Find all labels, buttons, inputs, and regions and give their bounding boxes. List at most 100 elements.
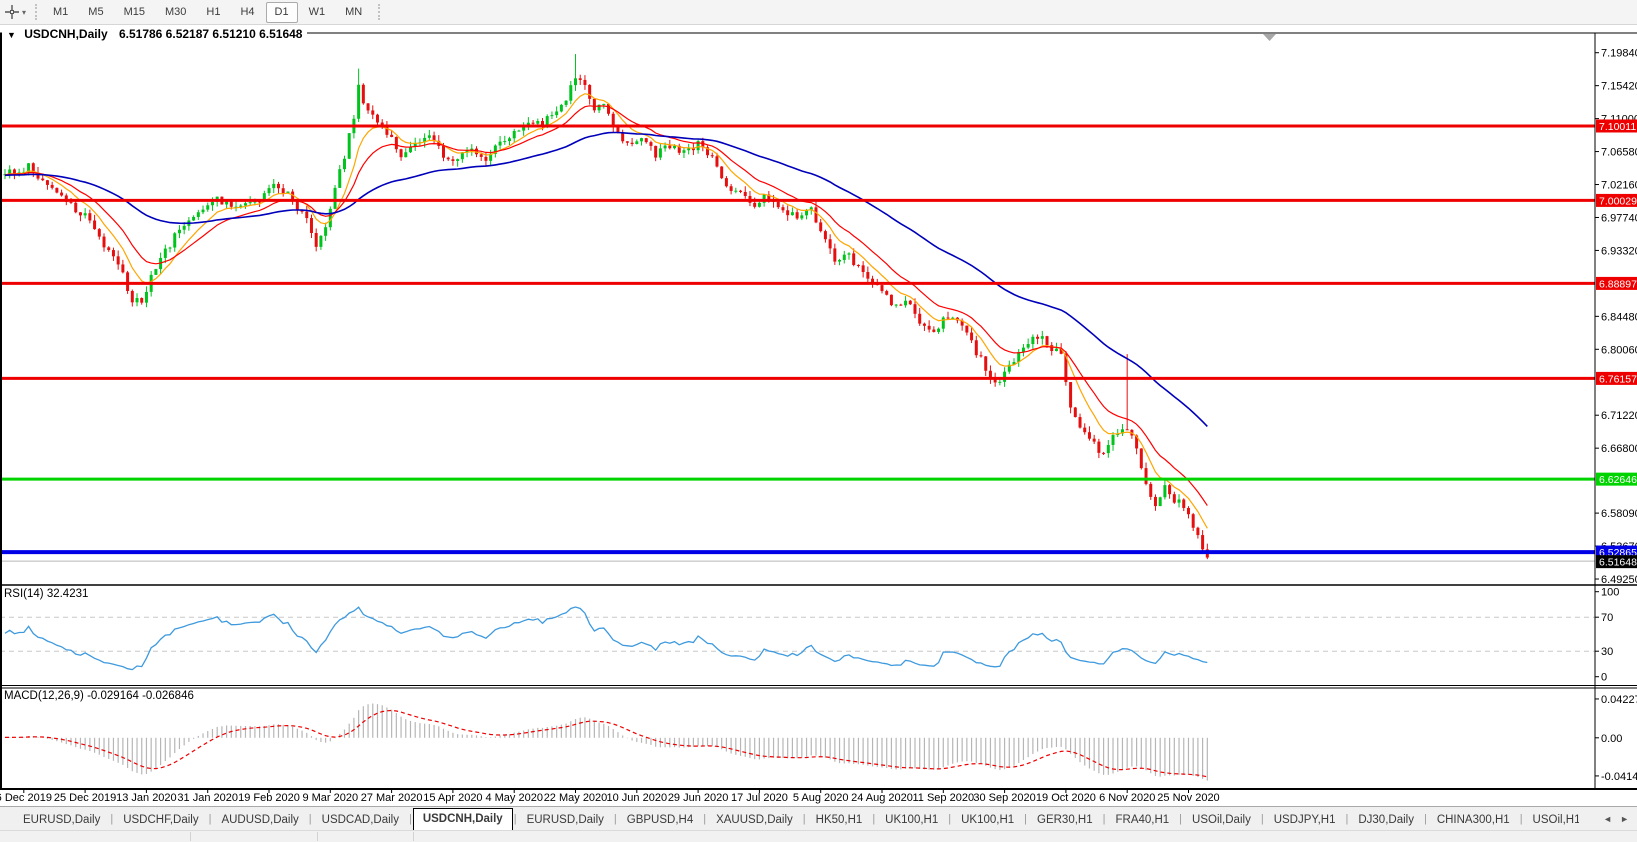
candle-body [993, 378, 997, 383]
tab-eurusd-daily[interactable]: EURUSD,Daily [23, 814, 101, 826]
price-tick-label: 6.66800 [1601, 443, 1637, 455]
timeframe-button-m30[interactable]: M30 [164, 6, 187, 18]
time-axis[interactable]: 6 Dec 2019 25 Dec 2019 13 Jan 2020 31 Jan 2… [0, 789, 1220, 804]
main-price-pane[interactable] [0, 54, 1595, 562]
tab-fra40-h1[interactable]: FRA40,H1 [1115, 814, 1170, 826]
candle-body [786, 210, 790, 216]
candle-body [192, 216, 196, 221]
candle-body [668, 145, 672, 149]
candle-body [602, 103, 606, 105]
candle-body [564, 100, 568, 105]
candle-body [522, 126, 526, 131]
toolbar-dropdown-caret[interactable]: ▾ [22, 7, 27, 17]
tab-uk100-h1[interactable]: UK100,H1 [885, 814, 939, 826]
candle-body [423, 137, 427, 143]
crosshair-icon[interactable] [3, 3, 21, 21]
candle-body [1139, 448, 1143, 469]
symbol-dropdown-caret[interactable]: ▼ [7, 30, 16, 40]
rsi-pane[interactable] [0, 606, 1595, 671]
price-axis[interactable]: 7.198407.154207.110007.065807.021606.977… [1595, 48, 1637, 783]
candle-body [427, 135, 431, 138]
chart-canvas[interactable]: 7.198407.154207.110007.065807.021606.977… [0, 26, 1637, 806]
date-tick-label: 30 Sep 2020 [973, 792, 1035, 804]
timeframe-button-m1[interactable]: M1 [53, 6, 69, 18]
date-tick-label: 11 Sep 2020 [913, 792, 975, 804]
candle-body [338, 169, 342, 188]
timeframe-button-w1[interactable]: W1 [308, 6, 326, 18]
candle-body [272, 183, 276, 189]
candle-body [630, 142, 634, 145]
tab-separator: | [110, 813, 114, 825]
candle-body [380, 122, 384, 126]
timeframe-button-d1[interactable]: D1 [265, 1, 298, 23]
candle-body [225, 201, 229, 205]
tab-eurusd-daily[interactable]: EURUSD,Daily [526, 814, 604, 826]
timeframe-button-m5[interactable]: M5 [88, 6, 104, 18]
candle-body [291, 191, 295, 202]
timeframe-button-h1[interactable]: H1 [206, 6, 221, 18]
tab-usdchf-daily[interactable]: USDCHF,Daily [123, 814, 199, 826]
candle-body [682, 150, 686, 153]
price-level-badge [1596, 193, 1637, 207]
candle-body [965, 325, 969, 333]
tab-usoil-daily[interactable]: USOil,Daily [1192, 814, 1251, 826]
tab-xauusd-daily[interactable]: XAUUSD,Daily [716, 814, 793, 826]
tab-usoil-h1[interactable]: USOil,H1 [1532, 814, 1579, 826]
tab-audusd-daily[interactable]: AUDUSD,Daily [221, 814, 299, 826]
candle-body [842, 254, 846, 260]
tab-separator: | [1179, 813, 1183, 825]
tab-usdcnh-daily[interactable]: USDCNH,Daily [412, 808, 513, 830]
timeframe-button-h4[interactable]: H4 [240, 6, 255, 18]
candle-body [333, 187, 337, 209]
timeframe-button-m15[interactable]: M15 [123, 6, 145, 18]
macd-pane[interactable] [4, 703, 1208, 781]
tab-separator: | [948, 813, 952, 825]
chart-shift-marker-icon[interactable] [1263, 34, 1276, 41]
tab-hk50-h1[interactable]: HK50,H1 [815, 814, 863, 826]
tab-ger30-h1[interactable]: GER30,H1 [1037, 814, 1093, 826]
tab-separator: | [1102, 813, 1106, 825]
tab-scroll-right-icon[interactable]: ► [1620, 813, 1629, 824]
candle-body [597, 104, 601, 111]
candle-body [404, 152, 408, 158]
candle-body [177, 229, 181, 234]
candle-body [555, 111, 559, 116]
macd-histogram [4, 703, 1208, 781]
tab-gbpusd-h4[interactable]: GBPUSD,H4 [626, 814, 694, 826]
tab-usdjpy-h1[interactable]: USDJPY,H1 [1273, 814, 1336, 826]
price-tick-label: 7.15420 [1601, 81, 1637, 93]
candle-body [1069, 382, 1073, 408]
tab-dj30-daily[interactable]: DJ30,Daily [1358, 814, 1414, 826]
rsi-tick-label: 100 [1601, 587, 1619, 599]
date-tick-label: 25 Nov 2020 [1157, 792, 1219, 804]
candle-body [927, 325, 931, 330]
candle-body [74, 202, 78, 213]
tab-separator: | [1024, 813, 1028, 825]
tab-uk100-h1[interactable]: UK100,H1 [961, 814, 1015, 826]
candle-body [168, 247, 172, 249]
candle-body [441, 145, 445, 158]
tab-separator: | [308, 813, 312, 825]
tab-separator: | [1423, 813, 1427, 825]
candle-body [663, 145, 667, 149]
candle-body [720, 166, 724, 179]
timeframe-button-mn[interactable]: MN [345, 6, 363, 18]
tab-china300-h1[interactable]: CHINA300,H1 [1436, 814, 1510, 826]
candle-body [1092, 438, 1096, 442]
tab-scroll-left-icon[interactable]: ◄ [1603, 813, 1613, 824]
candle-body [243, 203, 247, 206]
candle-body [371, 110, 375, 115]
candle-body [503, 141, 507, 143]
candle-body [729, 186, 733, 191]
candle-body [342, 158, 346, 170]
candle-body [559, 104, 563, 112]
candle-body [1120, 429, 1124, 434]
candle-body [1153, 496, 1157, 507]
candle-body [140, 298, 144, 303]
candle-body [833, 248, 837, 262]
candle-body [88, 213, 92, 221]
candle-body [706, 147, 710, 156]
candle-body [767, 194, 771, 200]
candle-body [871, 278, 875, 284]
tab-usdcad-daily[interactable]: USDCAD,Daily [321, 814, 399, 826]
